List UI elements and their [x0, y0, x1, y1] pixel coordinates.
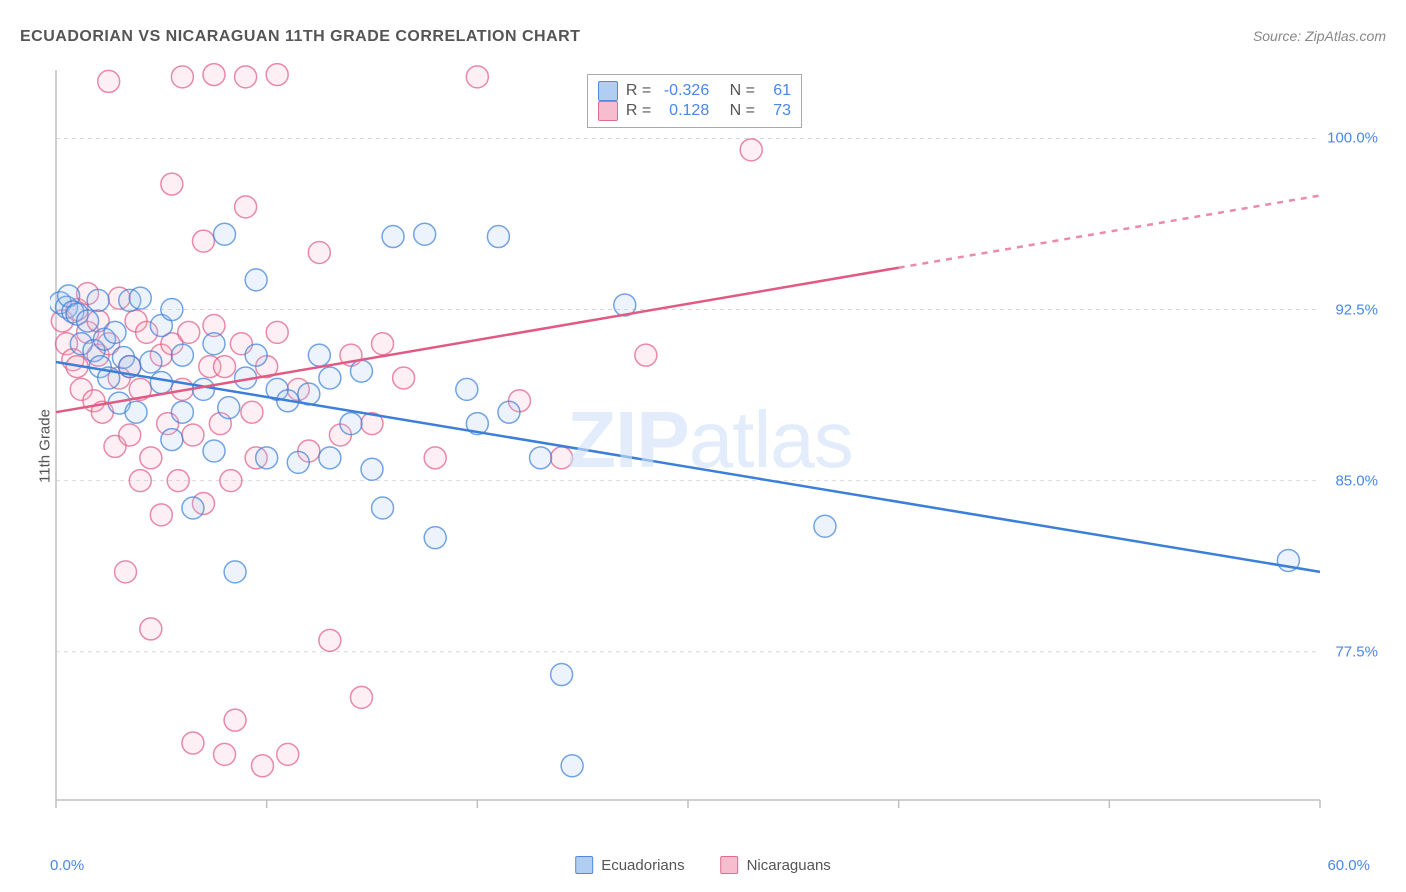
y-tick-label: 92.5% — [1335, 301, 1378, 318]
stats-legend-box: R = -0.326 N = 61 R = 0.128 N = 73 — [587, 74, 802, 128]
y-tick-label: 100.0% — [1327, 130, 1378, 147]
legend-label-ecuadorians: Ecuadorians — [601, 857, 684, 874]
legend-swatch-nicaraguans — [721, 856, 739, 874]
legend-item-ecuadorians: Ecuadorians — [575, 856, 684, 874]
n-value-ecuadorians: 61 — [763, 82, 791, 100]
y-tick-label: 85.0% — [1335, 472, 1378, 489]
legend-label-nicaraguans: Nicaraguans — [747, 857, 831, 874]
stats-row-nicaraguans: R = 0.128 N = 73 — [598, 101, 791, 121]
chart-title: ECUADORIAN VS NICARAGUAN 11TH GRADE CORR… — [20, 28, 580, 46]
r-value-ecuadorians: -0.326 — [659, 82, 709, 100]
x-axis-max-label: 60.0% — [1327, 857, 1370, 874]
stats-swatch-nicaraguans — [598, 101, 618, 121]
bottom-legend: Ecuadorians Nicaraguans — [575, 856, 831, 874]
x-axis-min-label: 0.0% — [50, 857, 84, 874]
n-value-nicaraguans: 73 — [763, 102, 791, 120]
legend-swatch-ecuadorians — [575, 856, 593, 874]
stats-row-ecuadorians: R = -0.326 N = 61 — [598, 81, 791, 101]
legend-item-nicaraguans: Nicaraguans — [721, 856, 831, 874]
y-tick-label: 77.5% — [1335, 643, 1378, 660]
plot-svg — [50, 60, 1370, 820]
r-value-nicaraguans: 0.128 — [659, 102, 709, 120]
scatter-plot: ZIPatlas — [50, 60, 1370, 820]
source-label: Source: ZipAtlas.com — [1253, 28, 1386, 44]
stats-swatch-ecuadorians — [598, 81, 618, 101]
